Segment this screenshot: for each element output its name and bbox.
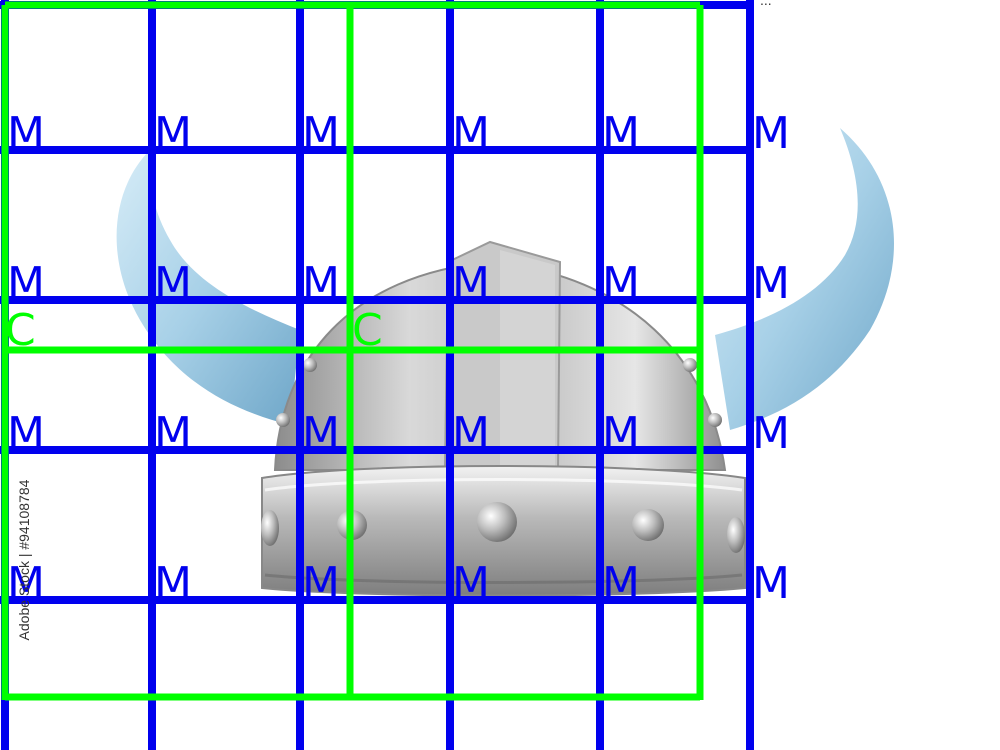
blue-grid-label: M [302,558,340,609]
blue-grid-label: M [752,408,790,459]
blue-grid-label: M [7,558,45,609]
blue-grid-label: M [452,558,490,609]
blue-grid-label: M [154,108,192,159]
blue-grid-label: M [7,258,45,309]
blue-grid-label: M [7,108,45,159]
green-grid-label: C [5,305,36,356]
stock-watermark-side: Adobe Stock | #94108784 [16,479,32,641]
blue-grid-label: M [602,258,640,309]
blue-grid-label: M [154,558,192,609]
blue-grid-label: M [452,108,490,159]
left-horn [116,150,300,425]
blue-grid-label: M [302,258,340,309]
blue-grid-label: M [452,408,490,459]
blue-grid-label: M [602,408,640,459]
blue-grid-label: M [154,258,192,309]
blue-grid-label: M [752,558,790,609]
blue-grid-label: M [7,408,45,459]
stock-watermark-top: ... [760,0,772,8]
blue-grid-label: M [154,408,192,459]
right-horn [715,128,894,430]
blue-grid-label: M [302,408,340,459]
blue-grid-label: M [452,258,490,309]
green-grid-label: C [352,305,383,356]
blue-grid-label: M [602,108,640,159]
blue-grid-label: M [602,558,640,609]
blue-grid-label: M [302,108,340,159]
blue-grid-label: M [752,108,790,159]
blue-grid-label: M [752,258,790,309]
